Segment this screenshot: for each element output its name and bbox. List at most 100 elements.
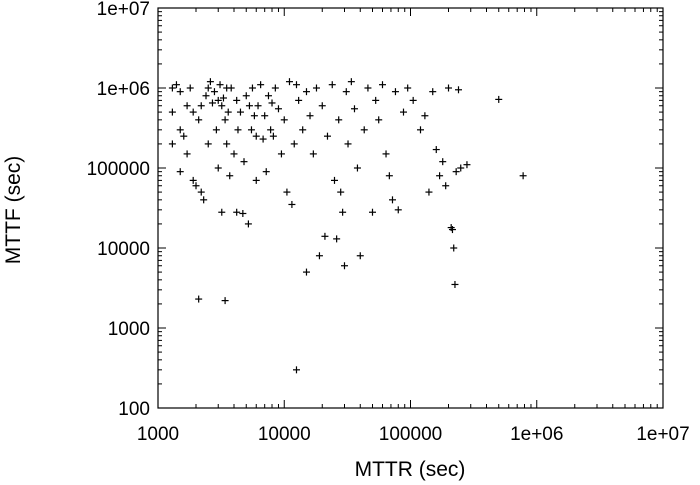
data-point (254, 102, 262, 110)
data-point (244, 220, 252, 228)
data-point (495, 95, 503, 103)
data-point (176, 88, 184, 96)
data-point (353, 164, 361, 172)
y-tick-label: 100 (118, 399, 150, 420)
data-point (288, 200, 296, 208)
y-tick-label: 1000 (108, 319, 150, 340)
data-point (180, 132, 188, 140)
data-point (455, 86, 463, 94)
data-point (262, 168, 270, 176)
data-point (360, 126, 368, 134)
data-point (176, 126, 184, 134)
data-point (399, 108, 407, 116)
data-point (197, 102, 205, 110)
data-point (230, 150, 238, 158)
y-axis-ticks: 100 1000 10000 100000 1e+06 1e+07 (87, 0, 663, 420)
data-point (221, 116, 229, 124)
data-point (247, 126, 255, 134)
data-point (197, 188, 205, 196)
plot-border (157, 7, 664, 409)
data-point (236, 108, 244, 116)
data-point (451, 280, 459, 288)
data-point (218, 102, 226, 110)
data-point (216, 81, 224, 89)
data-point (259, 135, 267, 143)
data-point (218, 208, 226, 216)
data-point (172, 81, 180, 89)
data-point (210, 88, 218, 96)
y-tick-label: 1e+07 (97, 0, 150, 20)
data-point (200, 196, 208, 204)
data-point (240, 158, 248, 166)
data-point (309, 150, 317, 158)
data-point (204, 84, 212, 92)
data-point (323, 132, 331, 140)
data-point (432, 146, 440, 154)
data-point (261, 112, 269, 120)
data-point (168, 140, 176, 148)
data-point (264, 92, 272, 100)
data-point (439, 158, 447, 166)
data-point (339, 208, 347, 216)
data-point (227, 84, 235, 92)
data-point (340, 262, 348, 270)
data-point (212, 126, 220, 134)
data-point (337, 188, 345, 196)
data-points (168, 78, 527, 374)
data-point (271, 84, 279, 92)
data-point (347, 78, 355, 86)
x-tick-label: 1e+07 (636, 424, 689, 445)
data-point (252, 176, 260, 184)
data-point (223, 140, 231, 148)
data-point (364, 84, 372, 92)
data-point (330, 176, 338, 184)
data-point (214, 96, 222, 104)
data-point (321, 232, 329, 240)
data-point (202, 92, 210, 100)
data-point (385, 172, 393, 180)
plot-frame (157, 7, 664, 409)
data-point (186, 84, 194, 92)
data-point (285, 78, 293, 86)
data-point (416, 126, 424, 134)
y-tick-label: 100000 (87, 159, 150, 180)
data-point (372, 96, 380, 104)
data-point (204, 140, 212, 148)
data-point (224, 108, 232, 116)
data-point (312, 84, 320, 92)
data-point (463, 161, 471, 169)
data-point (295, 96, 303, 104)
data-point (457, 164, 465, 172)
x-tick-label: 10000 (258, 424, 311, 445)
data-point (274, 105, 282, 113)
data-point (192, 182, 200, 190)
data-point (409, 96, 417, 104)
data-point (382, 150, 390, 158)
data-point (306, 112, 314, 120)
data-point (234, 126, 242, 134)
data-point (233, 208, 241, 216)
data-point (328, 81, 336, 89)
data-point (168, 108, 176, 116)
data-point (239, 209, 247, 217)
data-point (445, 84, 453, 92)
data-point (176, 168, 184, 176)
y-tick-label: 1e+06 (97, 79, 150, 100)
data-point (452, 168, 460, 176)
data-point (302, 88, 310, 96)
data-point (183, 102, 191, 110)
data-point (268, 99, 276, 107)
data-point (333, 235, 341, 243)
data-point (277, 150, 285, 158)
data-point (388, 196, 396, 204)
data-point (429, 88, 437, 96)
data-point (442, 182, 450, 190)
x-tick-label: 1000 (137, 424, 179, 445)
data-point (315, 252, 323, 260)
data-point (344, 140, 352, 148)
x-tick-label: 100000 (379, 424, 442, 445)
data-point (252, 132, 260, 140)
data-point (248, 84, 256, 92)
data-point (378, 81, 386, 89)
data-point (257, 81, 265, 89)
